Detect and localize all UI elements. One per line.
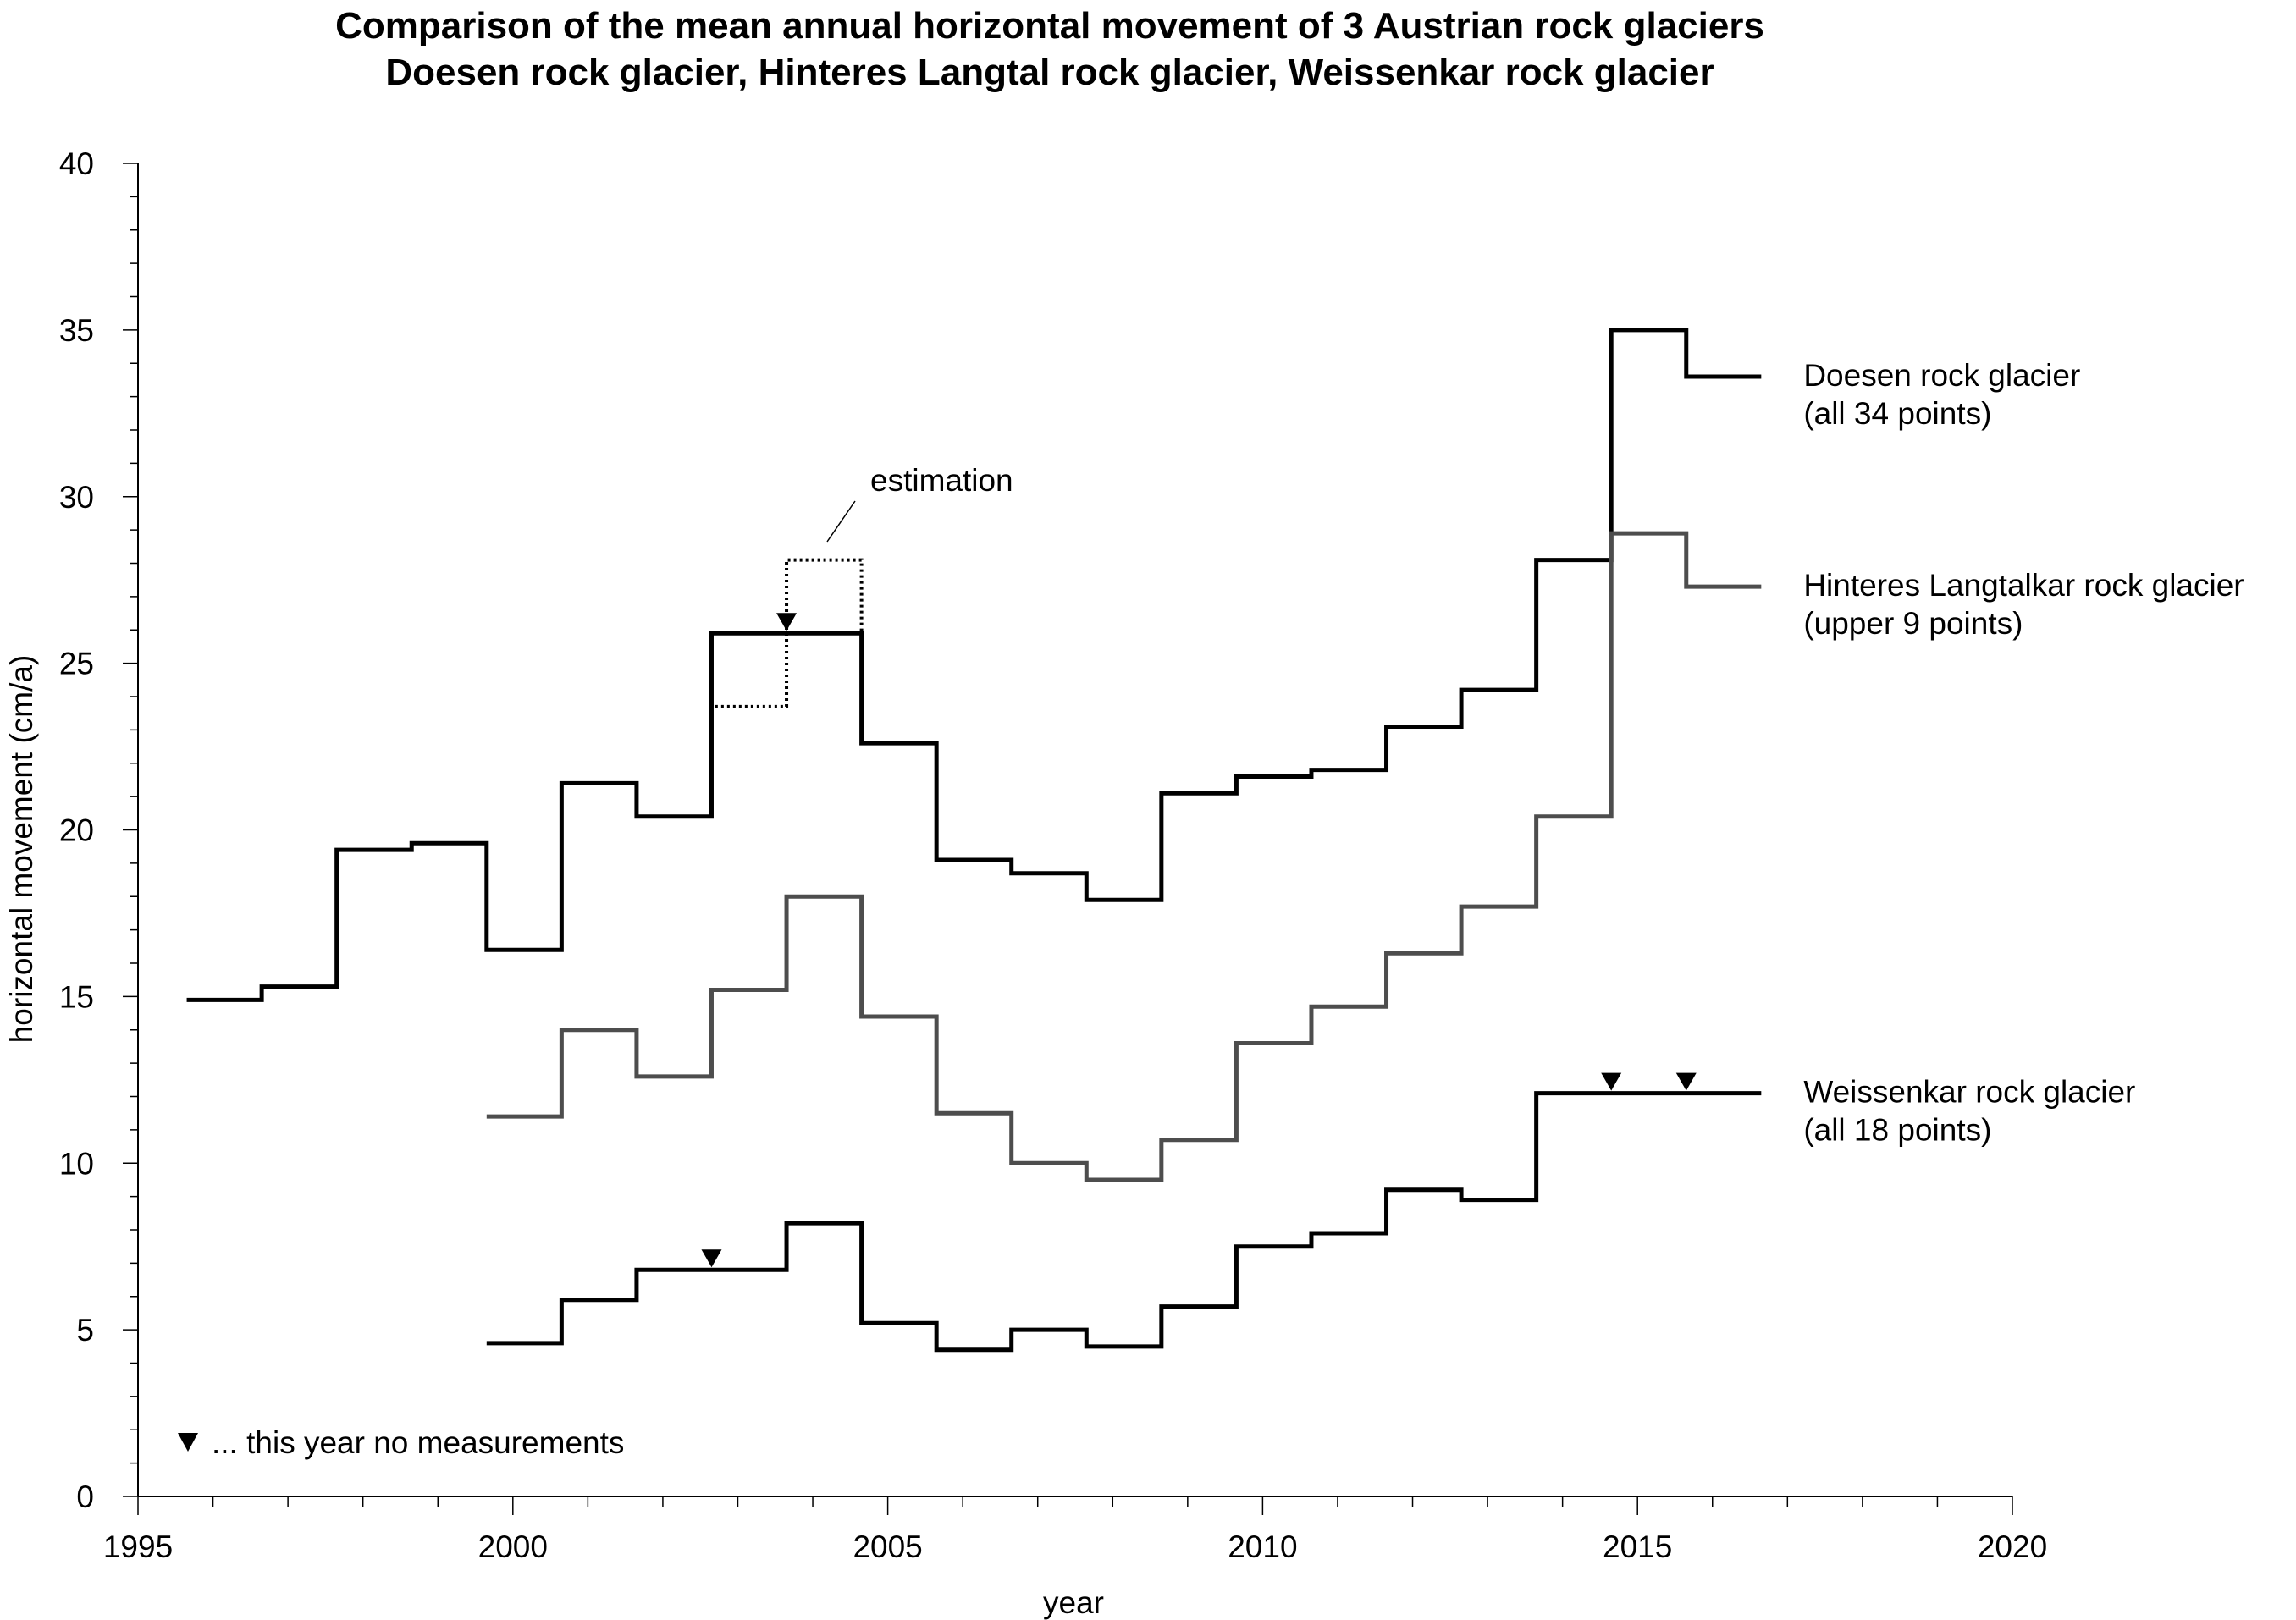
tick-labels: 0 5 10 15 20 25 30 35 40 1995 2000 2005 2010 2015 2020 [59,146,2047,1564]
x-tick-label: 2005 [853,1529,922,1564]
no-measurement-markers [701,613,1697,1268]
series-sublabel-0: (all 34 points) [1803,396,1991,431]
series-sublabel-2: (all 18 points) [1803,1113,1991,1148]
axes [123,163,2013,1515]
x-axis-label: year [1043,1585,1104,1620]
y-tick-label: 25 [59,647,94,681]
y-axis-label: horizontal movement (cm/a) [4,655,39,1044]
legend-triangle-icon [178,1433,198,1452]
x-tick-label: 2010 [1228,1529,1297,1564]
series-group [186,328,1762,1353]
no-measurement-marker [776,613,798,631]
series-line-0 [186,328,1762,1002]
y-tick-label: 30 [59,480,94,515]
no-measurement-marker [1675,1072,1697,1091]
series-line-2 [486,1091,1762,1353]
x-tick-label: 2020 [1978,1529,2047,1564]
no-measurement-marker [701,1249,722,1268]
series-label-0: Doesen rock glacier [1803,358,2080,393]
no-measurement-marker [1601,1072,1622,1091]
estimation-label: estimation [870,463,1013,498]
x-tick-label: 2015 [1603,1529,1672,1564]
series-label-2: Weissenkar rock glacier [1803,1075,2135,1110]
estimation-leader-line [826,500,856,543]
chart-subtitle: Doesen rock glacier, Hinteres Langtal ro… [385,52,1714,93]
y-tick-label: 15 [59,979,94,1014]
x-tick-label: 2000 [478,1529,548,1564]
y-tick-label: 40 [59,146,94,181]
x-tick-label: 1995 [103,1529,173,1564]
series-sublabel-1: (upper 9 points) [1803,606,2023,641]
chart-title: Comparison of the mean annual horizontal… [335,5,1764,47]
y-tick-label: 20 [59,813,94,848]
legend-note: ... this year no measurements [212,1425,624,1460]
series-line-1 [486,531,1762,1182]
y-tick-label: 35 [59,313,94,348]
series-labels: Doesen rock glacier(all 34 points) Hinter… [1803,358,2244,1148]
y-tick-label: 5 [76,1313,94,1347]
series-label-1: Hinteres Langtalkar rock glacier [1803,568,2244,603]
y-tick-label: 10 [59,1146,94,1181]
y-tick-label: 0 [76,1479,94,1514]
